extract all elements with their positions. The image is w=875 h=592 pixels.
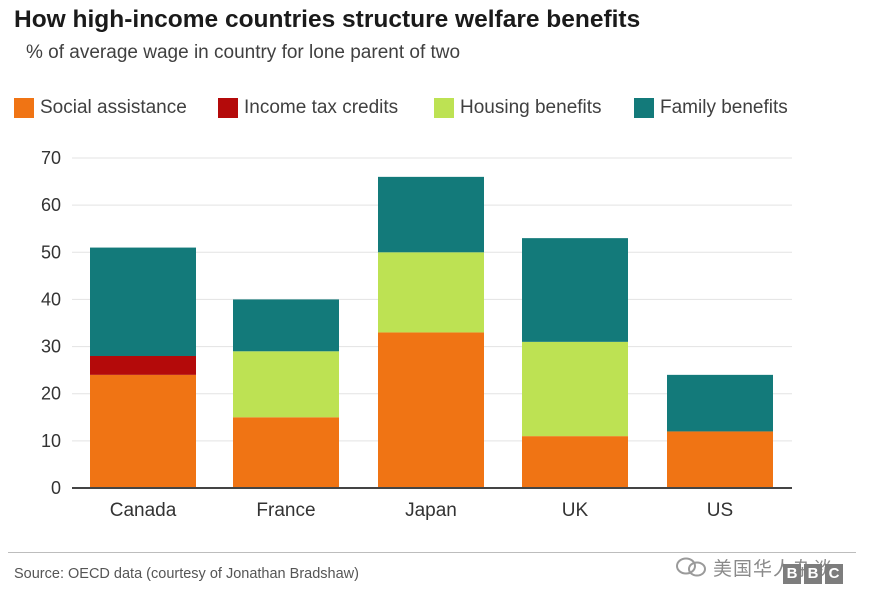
x-category-label: France xyxy=(256,500,315,521)
chart-title: How high-income countries structure welf… xyxy=(14,6,641,33)
bar-uk-family-benefits xyxy=(522,238,628,342)
bbc-logo-block: C xyxy=(825,564,843,584)
legend-swatch-housing-benefits xyxy=(434,98,454,118)
bar-canada-family-benefits xyxy=(90,247,196,356)
y-tick-label: 50 xyxy=(41,242,61,262)
legend-label-housing-benefits: Housing benefits xyxy=(460,97,602,118)
chart-subtitle: % of average wage in country for lone pa… xyxy=(26,42,461,63)
bar-japan-family-benefits xyxy=(378,176,484,253)
legend-swatch-income-tax-credits xyxy=(218,98,238,118)
bar-us-family-benefits xyxy=(667,374,773,432)
y-tick-label: 20 xyxy=(41,384,61,404)
y-tick-label: 70 xyxy=(41,148,61,168)
y-tick-label: 30 xyxy=(41,337,61,357)
watermark-text: 美国华人杂谈 xyxy=(713,559,834,580)
footer-divider xyxy=(8,552,856,553)
bar-france-housing-benefits xyxy=(233,351,339,418)
bar-canada-income-tax-credits xyxy=(90,356,196,375)
bar-japan-housing-benefits xyxy=(378,252,484,333)
stacked-bar-chart: 0 10 20 30 40 50 60 70 Canada France Japan UK US xyxy=(41,148,792,521)
bbc-logo-block: B xyxy=(783,564,801,584)
bar-canada-social-assistance xyxy=(90,374,196,488)
legend-label-family-benefits: Family benefits xyxy=(660,97,788,118)
legend-label-social-assistance: Social assistance xyxy=(40,97,187,118)
bar-uk-social-assistance xyxy=(522,436,628,488)
y-tick-label: 0 xyxy=(51,478,61,498)
legend-label-income-tax-credits: Income tax credits xyxy=(244,97,399,118)
bbc-logo-block: B xyxy=(804,564,822,584)
y-tick-label: 10 xyxy=(41,431,61,451)
bar-france-family-benefits xyxy=(233,299,339,352)
bar-japan-social-assistance xyxy=(378,332,484,488)
bar-us-social-assistance xyxy=(667,431,773,488)
x-category-label: US xyxy=(707,500,733,521)
bar-france-social-assistance xyxy=(233,417,339,488)
y-tick-label: 40 xyxy=(41,289,61,309)
legend-swatch-family-benefits xyxy=(634,98,654,118)
source-note: Source: OECD data (courtesy of Jonathan … xyxy=(14,566,359,582)
x-category-label: Japan xyxy=(405,500,457,521)
x-category-label: UK xyxy=(562,500,589,521)
bar-uk-housing-benefits xyxy=(522,341,628,437)
legend-swatch-social-assistance xyxy=(14,98,34,118)
wechat-icon xyxy=(676,557,706,577)
y-tick-label: 60 xyxy=(41,195,61,215)
x-category-label: Canada xyxy=(110,500,177,521)
